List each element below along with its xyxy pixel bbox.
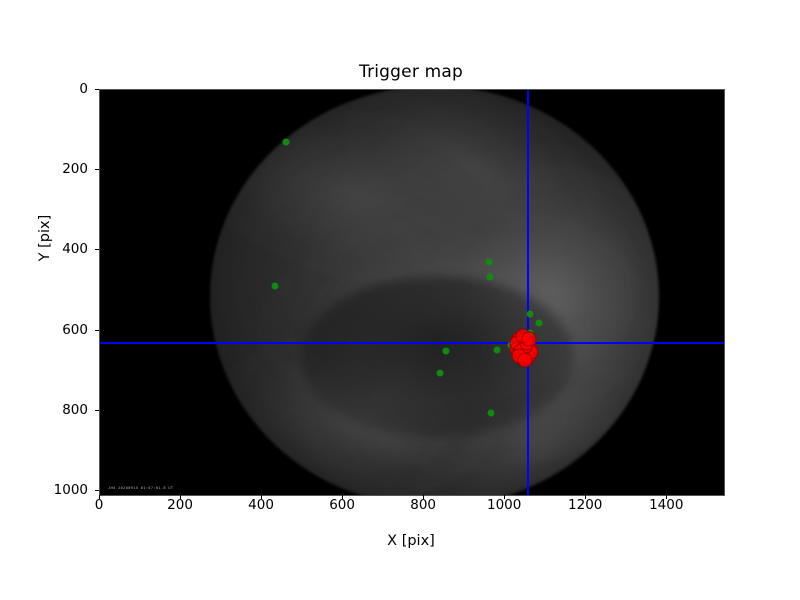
chart-title: Trigger map xyxy=(358,62,463,82)
y-tick-mark xyxy=(95,329,99,331)
candidate-marker xyxy=(271,282,279,290)
x-tick-mark xyxy=(261,495,263,499)
trigger-marker xyxy=(521,331,537,347)
x-tick-label: 800 xyxy=(410,497,437,513)
y-tick-label: 400 xyxy=(62,241,88,258)
timestamp-burn-in: JH4 20200915 01:07:01.8 UT xyxy=(108,486,174,490)
x-tick-mark xyxy=(180,495,182,499)
y-tick-mark xyxy=(95,169,99,171)
x-tick-mark xyxy=(342,495,344,499)
y-tick-mark xyxy=(95,89,99,90)
x-tick-label: 400 xyxy=(248,497,274,513)
candidate-marker xyxy=(487,409,495,417)
trigger-marker xyxy=(517,352,533,368)
x-tick-label: 1400 xyxy=(649,497,684,513)
candidate-marker xyxy=(485,258,493,266)
x-tick-mark xyxy=(504,495,506,499)
x-tick-mark xyxy=(423,495,425,499)
y-tick-mark xyxy=(95,489,99,491)
y-tick-mark xyxy=(95,409,99,411)
candidate-marker xyxy=(535,319,543,327)
crosshair-vertical-line xyxy=(527,90,530,495)
x-tick-mark xyxy=(585,495,587,499)
y-tick-mark xyxy=(95,249,99,251)
y-axis-label: Y [pix] xyxy=(37,214,53,262)
x-tick-label: 0 xyxy=(94,497,104,513)
plot-axes: JH4 20200915 01:07:01.8 UT xyxy=(99,89,725,496)
crosshair-horizontal-line xyxy=(100,341,724,344)
x-tick-mark xyxy=(666,495,668,499)
x-axis-label: X [pix] xyxy=(387,533,435,549)
y-tick-label: 800 xyxy=(62,401,88,418)
candidate-marker xyxy=(486,273,494,281)
y-tick-label: 200 xyxy=(62,161,88,178)
y-tick-label: 1000 xyxy=(53,481,88,498)
candidate-marker xyxy=(282,138,290,146)
x-tick-label: 1000 xyxy=(487,497,522,513)
candidate-marker xyxy=(436,369,444,377)
sky-image: JH4 20200915 01:07:01.8 UT xyxy=(100,90,724,495)
candidate-marker xyxy=(493,346,501,354)
x-tick-mark xyxy=(99,495,100,499)
candidate-marker xyxy=(442,347,450,355)
y-tick-label: 0 xyxy=(79,81,88,97)
y-tick-label: 600 xyxy=(62,321,88,338)
x-tick-label: 600 xyxy=(329,497,355,513)
x-tick-label: 200 xyxy=(167,497,193,513)
candidate-marker xyxy=(526,310,533,318)
x-tick-label: 1200 xyxy=(568,497,603,513)
